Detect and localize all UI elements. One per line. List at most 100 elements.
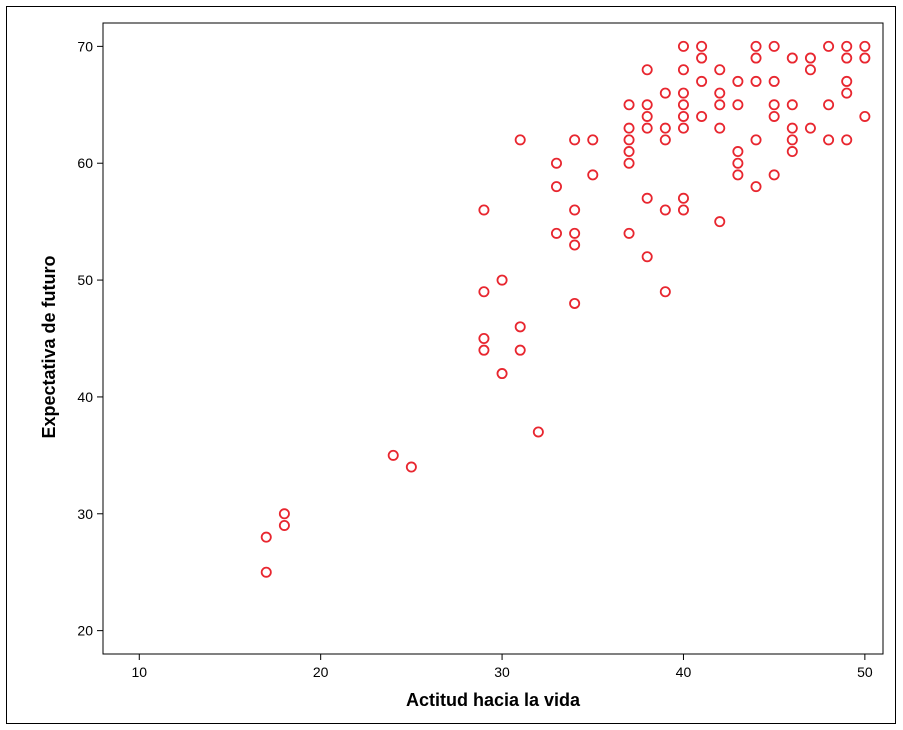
data-point <box>569 297 581 309</box>
x-tick-label: 10 <box>131 664 147 680</box>
data-point <box>496 368 508 380</box>
data-point <box>677 64 689 76</box>
data-point <box>786 146 798 158</box>
data-point <box>514 321 526 333</box>
data-point <box>623 157 635 169</box>
data-point <box>677 192 689 204</box>
data-point <box>859 52 871 64</box>
data-point <box>478 286 490 298</box>
data-point <box>659 87 671 99</box>
chart-frame: 20 30 40 50 60 70 10 20 30 40 50 Actitud hacia la… <box>6 6 896 724</box>
x-tick-label: 20 <box>313 664 329 680</box>
data-point <box>587 169 599 181</box>
data-point <box>641 192 653 204</box>
data-point <box>550 181 562 193</box>
data-point <box>750 52 762 64</box>
data-point <box>623 227 635 239</box>
data-point <box>804 122 816 134</box>
y-axis: 20 30 40 50 60 70 <box>77 38 103 639</box>
data-point <box>841 40 853 52</box>
y-tick-label: 30 <box>77 506 93 522</box>
data-point <box>641 110 653 122</box>
data-point <box>569 239 581 251</box>
data-point <box>786 134 798 146</box>
y-tick-label: 40 <box>77 389 93 405</box>
data-point <box>823 134 835 146</box>
data-point <box>768 40 780 52</box>
x-tick-label: 30 <box>494 664 510 680</box>
data-point <box>532 426 544 438</box>
data-point <box>478 344 490 356</box>
data-point <box>714 64 726 76</box>
data-point <box>478 332 490 344</box>
data-point <box>405 461 417 473</box>
data-point <box>714 122 726 134</box>
data-point <box>696 40 708 52</box>
data-point <box>714 216 726 228</box>
data-point <box>659 134 671 146</box>
data-point <box>714 87 726 99</box>
data-point <box>768 75 780 87</box>
data-point <box>641 251 653 263</box>
x-tick-label: 50 <box>857 664 873 680</box>
data-point <box>659 122 671 134</box>
data-point <box>623 99 635 111</box>
data-point <box>732 75 744 87</box>
data-point <box>786 99 798 111</box>
y-tick-label: 60 <box>77 155 93 171</box>
data-point <box>623 146 635 158</box>
data-point <box>569 134 581 146</box>
data-point <box>823 40 835 52</box>
data-point <box>859 40 871 52</box>
data-point <box>278 508 290 520</box>
y-tick-label: 20 <box>77 623 93 639</box>
data-point <box>550 157 562 169</box>
data-points <box>260 40 871 578</box>
data-point <box>841 134 853 146</box>
data-point <box>677 110 689 122</box>
data-point <box>768 99 780 111</box>
data-point <box>696 110 708 122</box>
data-point <box>641 122 653 134</box>
data-point <box>278 519 290 531</box>
data-point <box>641 99 653 111</box>
data-point <box>260 566 272 578</box>
data-point <box>587 134 599 146</box>
data-point <box>786 122 798 134</box>
plot-area <box>102 22 884 655</box>
data-point <box>623 122 635 134</box>
data-point <box>260 531 272 543</box>
x-axis: 10 20 30 40 50 <box>131 654 873 680</box>
data-point <box>732 146 744 158</box>
data-point <box>496 274 508 286</box>
data-point <box>550 227 562 239</box>
data-point <box>823 99 835 111</box>
x-tick-label: 40 <box>676 664 692 680</box>
data-point <box>732 157 744 169</box>
data-point <box>677 122 689 134</box>
data-point <box>569 204 581 216</box>
y-axis-title: Expectativa de futuro <box>39 255 59 438</box>
x-axis-title: Actitud hacia la vida <box>406 690 581 710</box>
scatter-chart: 20 30 40 50 60 70 10 20 30 40 50 Actitud hacia la… <box>39 22 884 710</box>
data-point <box>841 87 853 99</box>
data-point <box>841 52 853 64</box>
data-point <box>786 52 798 64</box>
data-point <box>859 110 871 122</box>
data-point <box>768 110 780 122</box>
data-point <box>387 449 399 461</box>
data-point <box>623 134 635 146</box>
data-point <box>750 75 762 87</box>
data-point <box>750 40 762 52</box>
data-point <box>804 52 816 64</box>
data-point <box>677 99 689 111</box>
data-point <box>514 134 526 146</box>
data-point <box>750 134 762 146</box>
data-point <box>659 204 671 216</box>
data-point <box>478 204 490 216</box>
data-point <box>696 52 708 64</box>
data-point <box>677 87 689 99</box>
data-point <box>659 286 671 298</box>
data-point <box>732 169 744 181</box>
data-point <box>641 64 653 76</box>
